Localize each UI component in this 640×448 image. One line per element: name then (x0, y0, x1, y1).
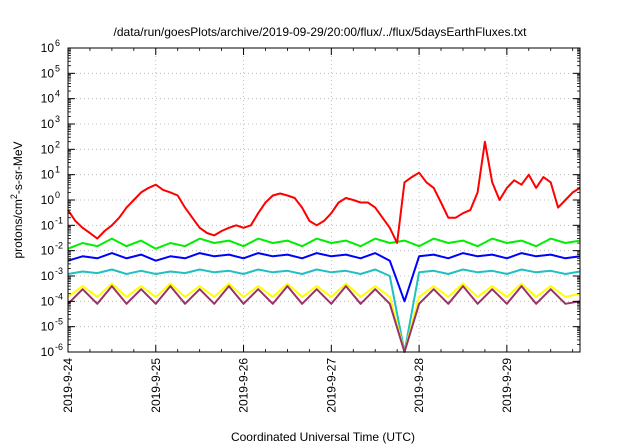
y-tick-label: 10 (41, 345, 55, 359)
y-tick-label: 10 (41, 269, 55, 283)
x-tick-label: 2019-9-26 (237, 358, 251, 413)
y-tick-label: 10 (41, 142, 55, 156)
x-axis-label: Coordinated Universal Time (UTC) (231, 430, 415, 444)
y-tick-exponent: 0 (55, 190, 60, 200)
flux-series-line (67, 268, 581, 353)
axis-ticks (67, 47, 580, 353)
y-tick-label: 10 (41, 218, 55, 232)
y-tick-exponent: 4 (55, 89, 60, 99)
flux-series-line (67, 252, 581, 303)
y-tick-label: 10 (41, 193, 55, 207)
y-axis-label: protons/cm2-s-sr-MeV (9, 141, 25, 258)
y-tick-exponent: -5 (55, 317, 63, 327)
flux-series-line (67, 282, 581, 353)
chart-title: /data/run/goesPlots/archive/2019-09-29/2… (114, 25, 528, 39)
flux-series-line (67, 140, 581, 244)
x-tick-label: 2019-9-28 (412, 358, 426, 413)
flux-series-line (67, 285, 581, 353)
y-tick-label: 10 (41, 168, 55, 182)
y-tick-label: 10 (41, 92, 55, 106)
y-tick-labels: 10 -610 -510 -410 -310 -210 -110 010 110 210 310 41… (41, 38, 63, 359)
y-tick-label: 10 (41, 66, 55, 80)
y-tick-exponent: -2 (55, 241, 63, 251)
grid-lines (68, 48, 580, 352)
flux-series-line (67, 237, 581, 250)
x-tick-label: 2019-9-29 (500, 358, 514, 413)
y-tick-exponent: 1 (55, 165, 60, 175)
y-tick-exponent: 5 (55, 63, 60, 73)
y-tick-exponent: -3 (55, 266, 63, 276)
x-tick-label: 2019-9-27 (324, 358, 338, 413)
y-tick-exponent: -6 (55, 342, 63, 352)
y-tick-exponent: 3 (55, 114, 60, 124)
y-tick-exponent: -1 (55, 215, 63, 225)
x-tick-label: 2019-9-24 (61, 358, 75, 413)
y-tick-label: 10 (41, 41, 55, 55)
series-lines (67, 140, 581, 353)
y-tick-exponent: -4 (55, 291, 63, 301)
y-tick-label: 10 (41, 320, 55, 334)
y-tick-label: 10 (41, 244, 55, 258)
y-tick-exponent: 2 (55, 139, 60, 149)
y-tick-label: 10 (41, 294, 55, 308)
x-tick-labels: 2019-9-24 2019-9-25 2019-9-26 2019-9-27 2019… (61, 358, 514, 413)
y-tick-exponent: 6 (55, 38, 60, 48)
x-tick-label: 2019-9-25 (149, 358, 163, 413)
y-tick-label: 10 (41, 117, 55, 131)
